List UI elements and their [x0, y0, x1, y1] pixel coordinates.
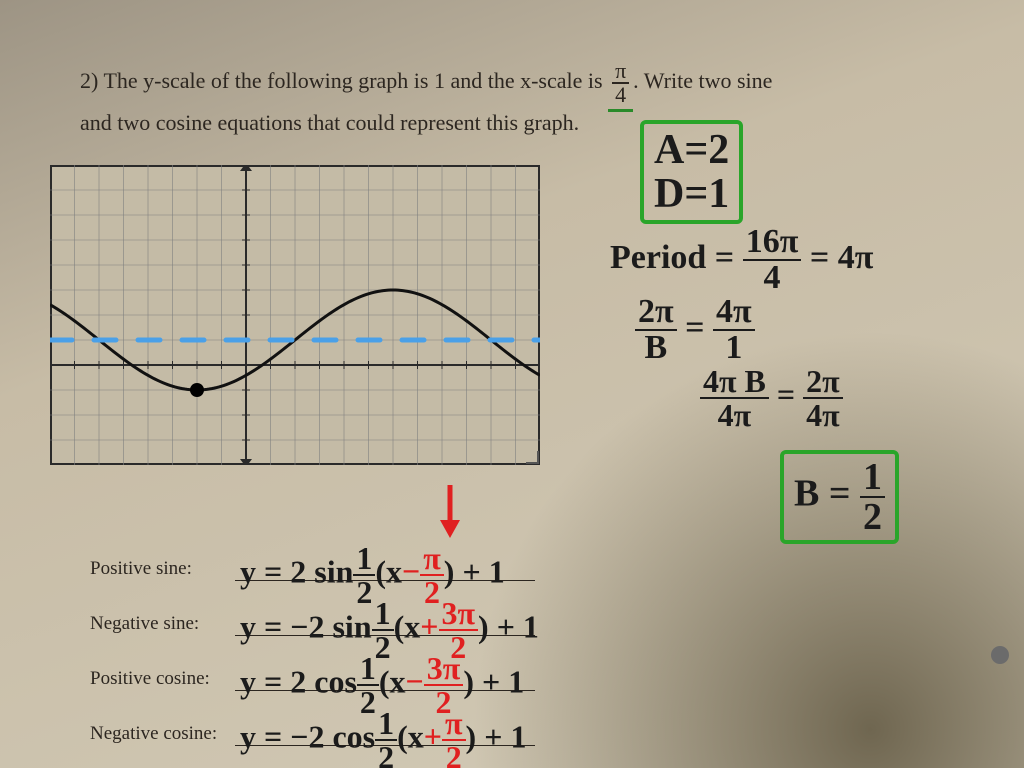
problem-text-1: The y-scale of the following graph is 1 … [103, 68, 602, 93]
eq-2pi-over-B: 2πB = 4π1 [635, 295, 755, 365]
B-lhs: B = [794, 473, 851, 515]
answer-label-text-0: Positive sine: [90, 558, 192, 579]
box-B: B = 12 [780, 450, 899, 544]
answer-label-1: Negative sine: [90, 613, 199, 635]
problem-text-3: and two cosine equations that could repr… [80, 110, 579, 135]
eq-pre-2: y = 2 cos [240, 663, 357, 699]
shift-0: −π2 [402, 553, 444, 589]
shift-sign-2: − [406, 663, 424, 699]
x-scale-frac: π4 [612, 60, 629, 106]
shift-sign-3: + [424, 718, 442, 754]
eq-post-0: ) + 1 [444, 553, 505, 589]
arrow-icon [430, 480, 470, 545]
eq-mid-1: (x [394, 608, 421, 644]
problem-line-2: and two cosine equations that could repr… [80, 110, 579, 136]
problem-line-1: 2) The y-scale of the following graph is… [80, 60, 772, 106]
eq-pre-3: y = −2 cos [240, 718, 375, 754]
shift-sign-0: − [402, 553, 420, 589]
eq-post-2: ) + 1 [463, 663, 524, 699]
A-value: A=2 [654, 127, 729, 173]
box-A-D: A=2D=1 [640, 120, 743, 224]
eq-mid-0: (x [375, 553, 402, 589]
side-dot-icon [991, 646, 1009, 664]
answer-label-text-3: Negative cosine: [90, 723, 217, 744]
eq-pre-1: y = −2 sin [240, 608, 372, 644]
eq-post-3: ) + 1 [466, 718, 527, 754]
shift-1: +3π2 [420, 608, 478, 644]
period-label: Period = [610, 239, 734, 276]
answer-label-2: Positive cosine: [90, 668, 210, 690]
answer-label-0: Positive sine: [90, 558, 192, 580]
eq-solve-B: 4π B4π = 2π4π [700, 365, 843, 431]
answer-eq-3: y = −2 cos12(x+π2) + 1 [240, 707, 526, 773]
shift-2: −3π2 [406, 663, 464, 699]
eq-mid-3: (x [397, 718, 424, 754]
eq1-eq: = [685, 309, 704, 346]
answer-label-text-2: Positive cosine: [90, 668, 210, 689]
period-result: = 4π [810, 239, 874, 276]
answer-label-3: Negative cosine: [90, 723, 217, 745]
shift-sign-1: + [420, 608, 438, 644]
graph-panel [50, 165, 540, 465]
period-line: Period = 16π4 = 4π [610, 225, 873, 295]
problem-number: 2) [80, 68, 98, 93]
graph-svg [50, 165, 540, 465]
eq-pre-0: y = 2 sin [240, 553, 353, 589]
D-value: D=1 [654, 171, 729, 217]
eq-post-1: ) + 1 [478, 608, 539, 644]
answer-label-text-1: Negative sine: [90, 613, 199, 634]
eq-mid-2: (x [379, 663, 406, 699]
shift-3: +π2 [424, 718, 466, 754]
problem-text-2: . Write two sine [633, 68, 772, 93]
